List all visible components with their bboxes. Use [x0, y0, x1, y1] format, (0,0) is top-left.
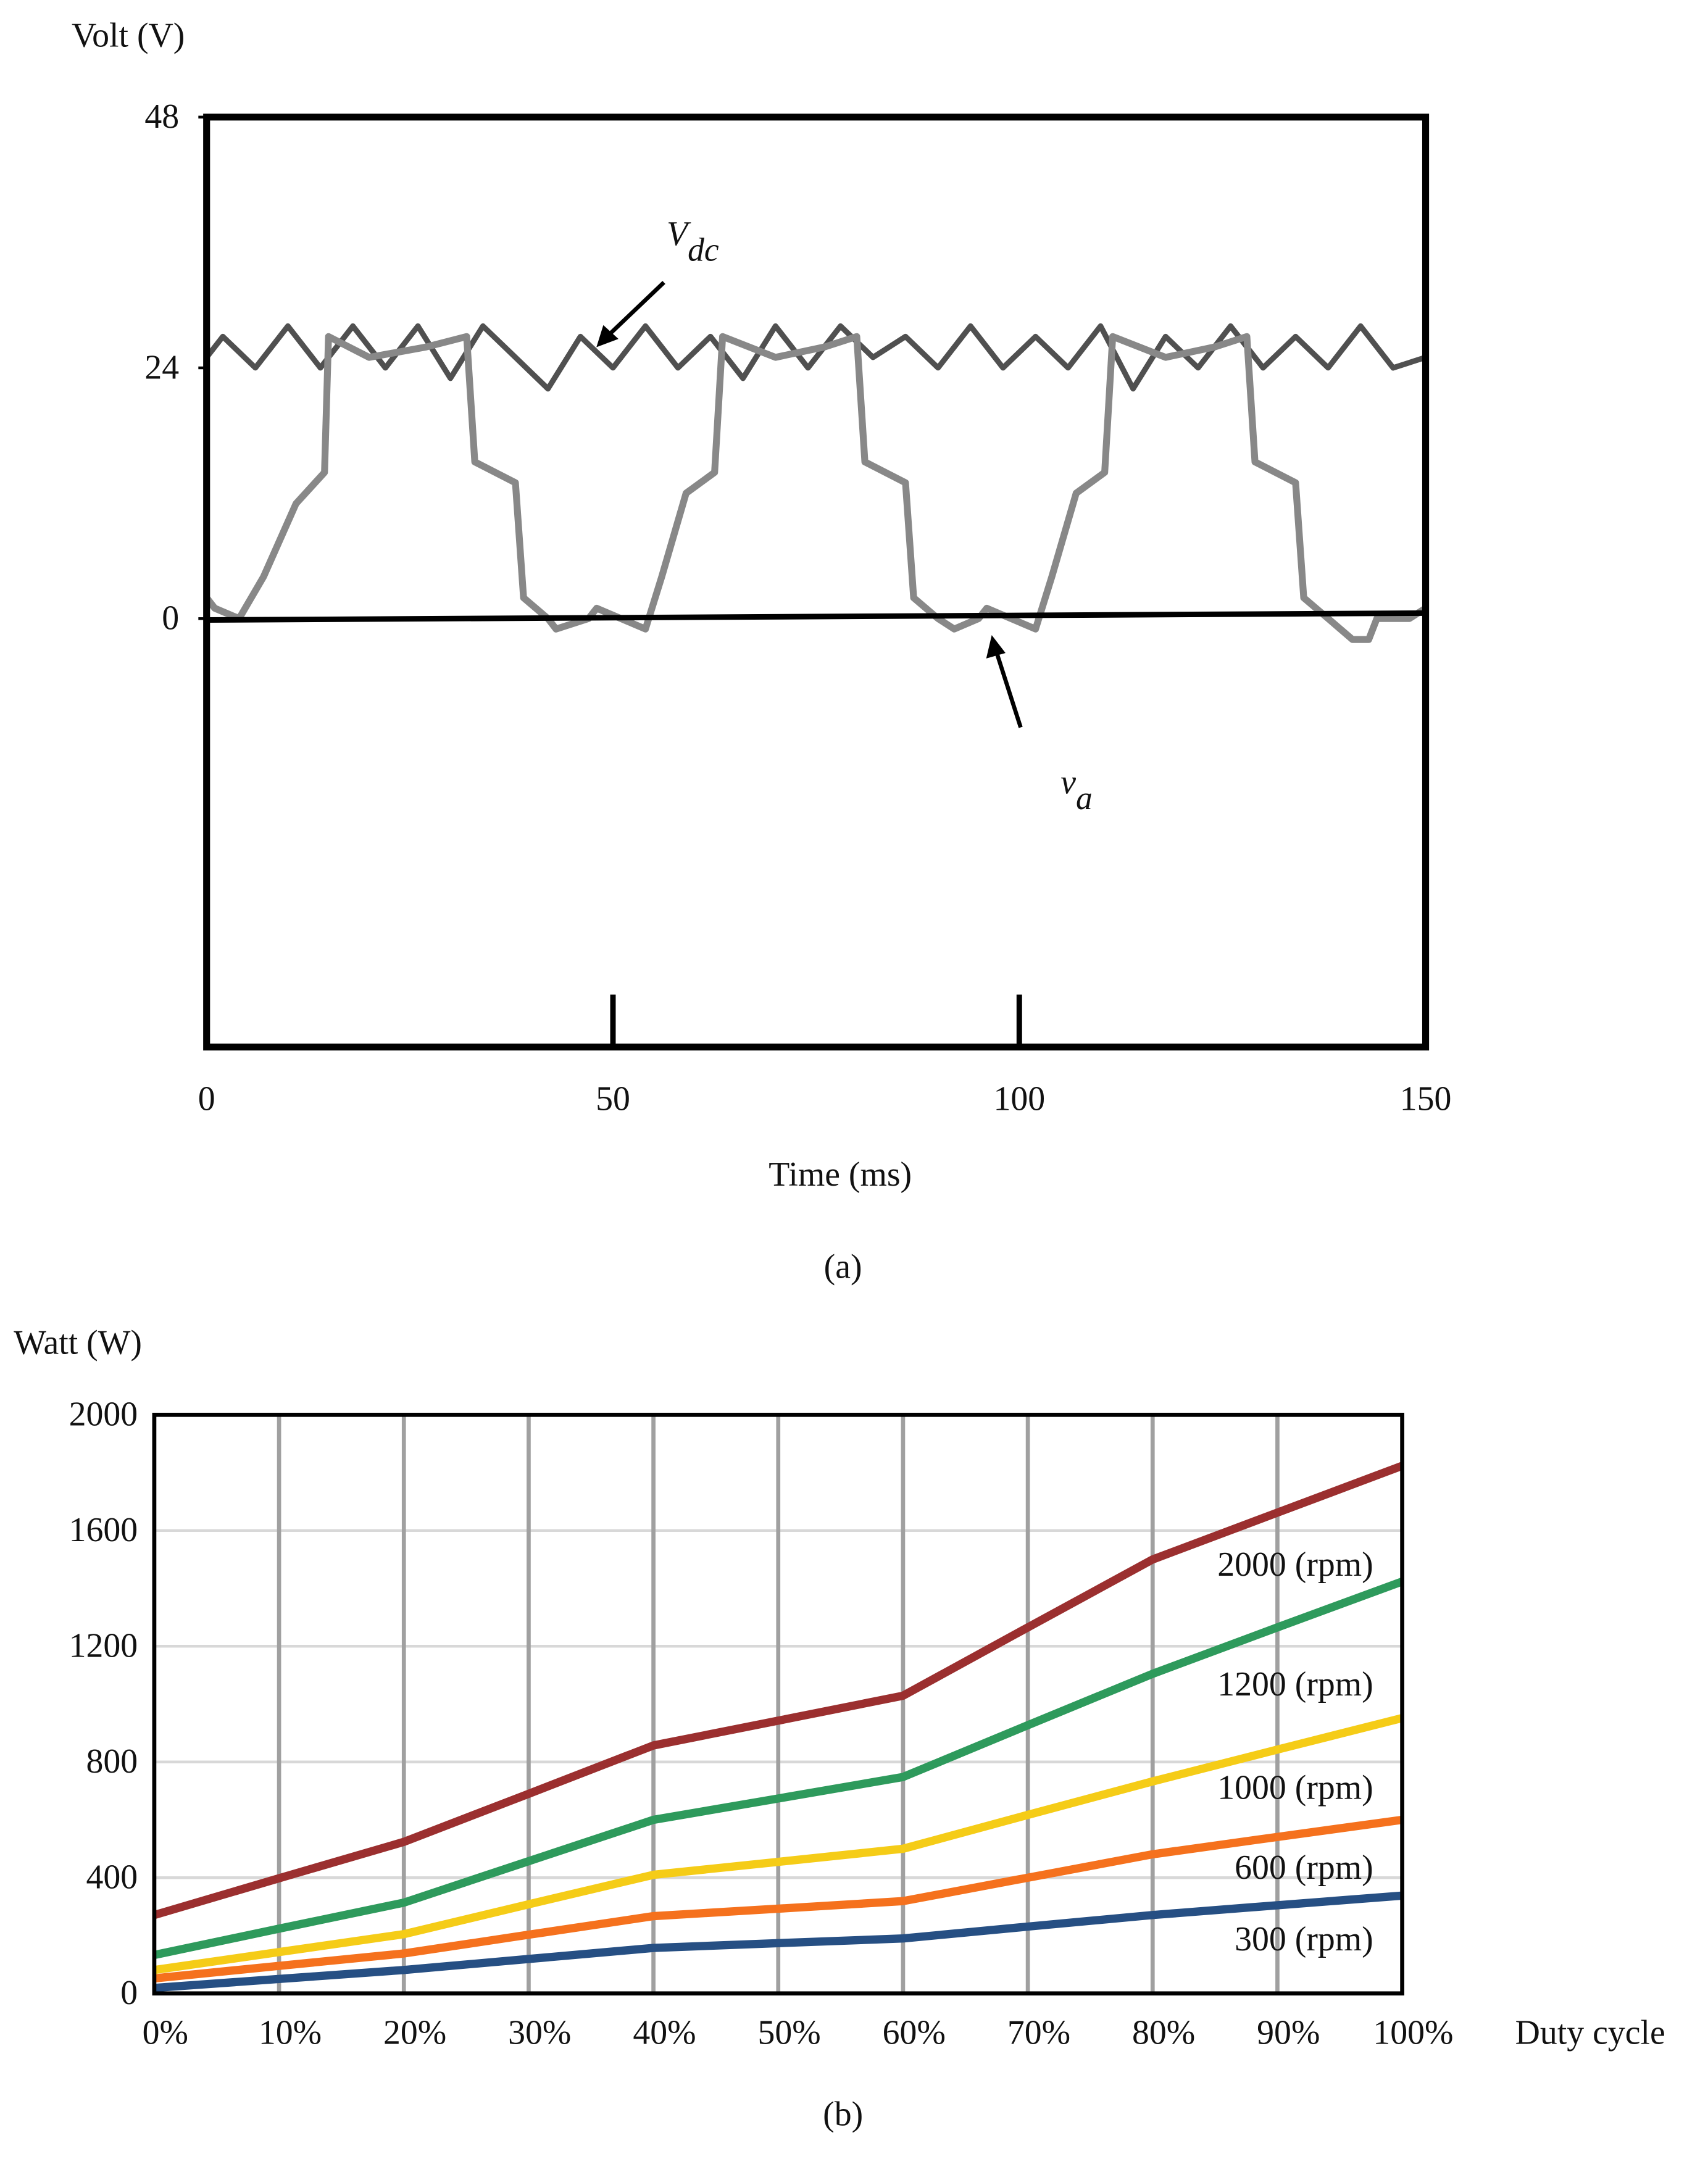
x-tick-label: 150 [1400, 1079, 1452, 1118]
data-line [153, 1462, 1404, 1920]
x-tick-label: 100 [993, 1079, 1045, 1118]
data-line [153, 1578, 1404, 1960]
x-tick-label: 40% [633, 2014, 696, 2052]
x-tick-label: 70% [1007, 2014, 1070, 2052]
annotation-subscript: a [1076, 780, 1093, 817]
arrow [994, 649, 1023, 728]
annotation-text: V [667, 215, 691, 253]
x-axis-label: Time (ms) [769, 1155, 912, 1194]
annotation: va [1060, 763, 1093, 817]
arrow [604, 281, 665, 339]
arrow-head [596, 325, 619, 347]
y-tick-label: 1600 [69, 1511, 138, 1549]
x-tick-label: 10% [259, 2014, 322, 2052]
caption: (b) [823, 2095, 863, 2133]
y-tick-label: 0 [162, 599, 179, 638]
y-axis-label: Watt (W) [14, 1323, 142, 1362]
annotation: Vdc [667, 215, 719, 268]
x-tick-label: 0 [198, 1079, 215, 1118]
data-line [154, 1891, 1403, 1992]
x-axis-label: Duty cycle [1515, 2014, 1665, 2052]
y-tick-label: 24 [144, 348, 179, 386]
annotation-subscript: dc [688, 231, 719, 268]
x-tick-label: 20% [383, 2014, 446, 2052]
y-axis-label: Volt (V) [72, 16, 185, 54]
series-label: 1200 (rpm) [1217, 1665, 1373, 1703]
x-tick-label: 50% [758, 2014, 821, 2052]
caption: (a) [824, 1248, 862, 1286]
y-tick-label: 800 [86, 1742, 138, 1781]
x-tick-label: 80% [1132, 2014, 1195, 2052]
x-tick-label: 90% [1257, 2014, 1320, 2052]
y-tick-label: 1200 [69, 1627, 138, 1665]
arrow-head [986, 634, 1006, 659]
plot-frame [152, 1412, 1404, 1996]
x-tick-label: 60% [883, 2014, 946, 2052]
y-tick-label: 0 [120, 1974, 138, 2012]
x-tick-label: 100% [1373, 2014, 1453, 2052]
series-label: 1000 (rpm) [1217, 1768, 1373, 1807]
y-tick-label: 48 [144, 98, 179, 136]
x-tick-label: 30% [508, 2014, 571, 2052]
series-label: 300 (rpm) [1235, 1920, 1373, 1958]
zero-line [206, 610, 1426, 623]
plot-frame [203, 114, 1430, 1050]
data-line [154, 1815, 1403, 1983]
series-label: 2000 (rpm) [1217, 1545, 1373, 1584]
x-tick-label: 0% [143, 2014, 188, 2052]
annotation-text: v [1060, 763, 1076, 801]
y-tick-label: 2000 [69, 1395, 138, 1434]
data-line [204, 333, 1428, 643]
series-label: 600 (rpm) [1235, 1849, 1373, 1887]
x-tick-label: 50 [596, 1079, 630, 1118]
data-line [153, 1714, 1404, 1974]
y-tick-label: 400 [86, 1858, 138, 1897]
